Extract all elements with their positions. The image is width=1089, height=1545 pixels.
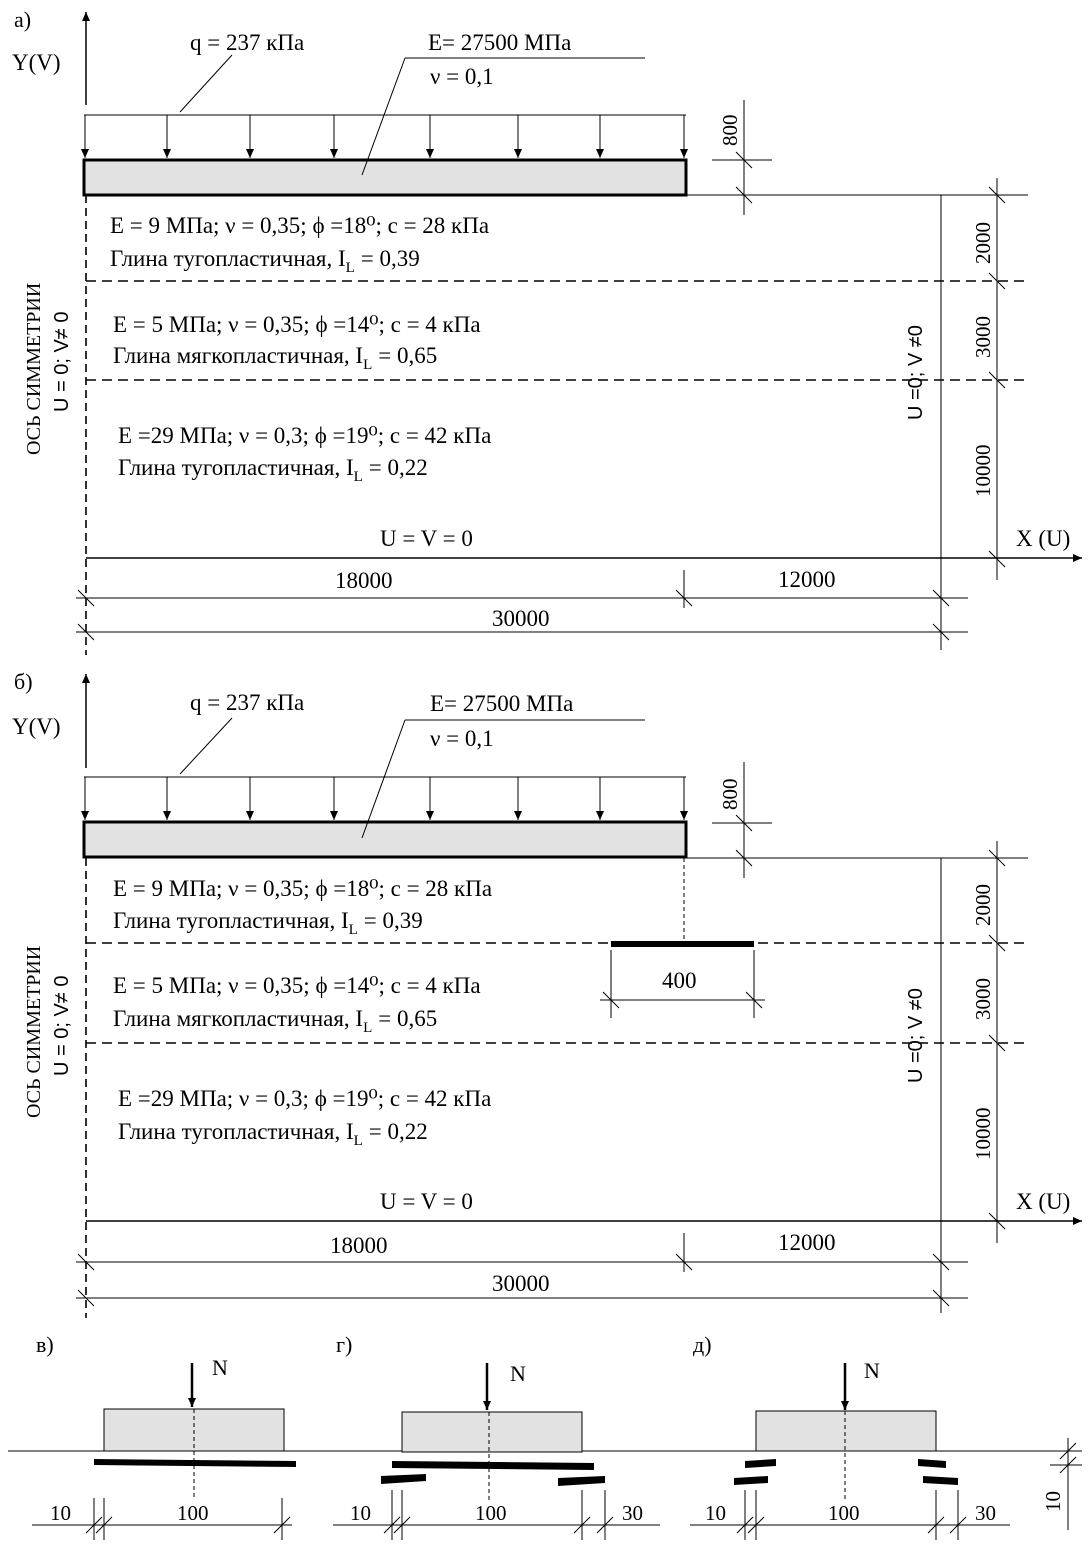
slab-thickness-dim [712,100,772,215]
bottom-boundary-condition: U = V = 0 [380,526,473,551]
detail-dims [690,1490,1010,1540]
right-boundary-condition: U =0; V ≠0 [905,325,927,420]
slab-thickness: 800 [718,115,742,147]
dim-left: 10 [50,1501,71,1525]
dim-total: 30000 [492,606,550,631]
dim-left: 10 [350,1501,371,1525]
layer-2-thickness: 3000 [971,978,995,1020]
layer-1-props: E = 9 МПа; ν = 0,35; ϕ =18⁰; c = 28 кПа [110,213,489,238]
reinforcement-right-lower [923,1476,958,1485]
layer-3-thickness: 10000 [971,1108,995,1161]
vertical-gap-dim [1050,1438,1082,1530]
dim-mid: 100 [177,1501,209,1525]
dim-slab-width: 18000 [335,568,393,593]
dim-right: 30 [622,1501,643,1525]
y-axis-label: Y(V) [12,714,61,739]
detail-v: в) N 10 100 [32,1332,296,1540]
dim-right: 30 [975,1501,996,1525]
slab [82,820,688,859]
y-axis-label: Y(V) [12,50,61,75]
layer-2-name: Глина мягкопластичная, IL = 0,65 [113,1006,437,1036]
layer-1-thickness: 2000 [971,222,995,264]
dim-rest: 12000 [778,567,836,592]
layer-1-name: Глина тугопластичная, IL = 0,39 [110,246,420,276]
dim-mid: 100 [475,1501,507,1525]
layer-3-thickness: 10000 [971,445,995,498]
load-label: q = 237 кПа [190,30,304,55]
detail-letter: г) [336,1332,352,1357]
load-arrows [81,115,688,158]
slab-thickness-dim [712,762,772,878]
layer-1-props: E = 9 МПа; ν = 0,35; ϕ =18⁰; c = 28 кПа [113,876,492,901]
reinforcement-left-lower [734,1476,768,1485]
left-boundary-condition: U = 0; V≠ 0 [51,976,73,1076]
reinforcement-left-upper [745,1459,776,1468]
load-leader [179,54,233,113]
slab-modulus: E= 27500 МПа [428,30,571,55]
layer-3-name: Глина тугопластичная, IL = 0,22 [118,455,428,485]
layer-2-thickness: 3000 [971,316,995,358]
reinforcement-layer-2-left [381,1474,426,1484]
vertical-gap-value: 10 [1041,1491,1065,1512]
horizontal-dims [76,1233,968,1307]
reinforcement-layer-2-right [558,1476,605,1486]
reinforcement-width: 400 [662,968,697,993]
symmetry-axis-label: ОСЬ СИММЕТРИИ [23,946,45,1118]
layer-3-name: Глина тугопластичная, IL = 0,22 [118,1119,428,1149]
slab-poisson: ν = 0,1 [430,726,494,751]
detail-g: г) N 10 100 30 [333,1332,660,1540]
force-label: N [864,1358,880,1383]
reinforcement-strip [611,941,754,947]
reinforcement-right-upper [918,1459,946,1468]
load-arrows [81,777,688,820]
slab [82,158,688,197]
slab-thickness: 800 [718,779,742,811]
layer-3-props: E =29 МПа; ν = 0,3; ϕ =19⁰; c = 42 кПа [118,423,491,448]
symmetry-axis-label: ОСЬ СИММЕТРИИ [23,283,45,455]
force-label: N [212,1355,228,1380]
layer-2-name: Глина мягкопластичная, IL = 0,65 [113,343,437,373]
reinforcement-layer-1 [392,1461,594,1470]
bottom-boundary-condition: U = V = 0 [380,1189,473,1214]
layer-2-props: E = 5 МПа; ν = 0,35; ϕ =14⁰; c = 4 кПа [113,312,481,337]
slab-poisson: ν = 0,1 [430,64,494,89]
dim-rest: 12000 [778,1230,836,1255]
foundation-block [755,1410,937,1452]
panel-letter: а) [14,7,31,32]
layer-3-props: E =29 МПа; ν = 0,3; ϕ =19⁰; c = 42 кПа [118,1086,491,1111]
dim-left: 10 [705,1501,726,1525]
reinforcement-dim [600,950,765,1018]
detail-d: д) N 10 100 30 [690,1332,1010,1540]
dim-total: 30000 [492,1271,550,1296]
slab-leader [361,719,406,839]
right-boundary-condition: U =0; V ≠0 [905,988,927,1083]
x-axis-label: X (U) [1016,526,1070,551]
layer-thickness-dims [988,178,1006,580]
detail-dims [32,1498,292,1540]
slab-modulus: E= 27500 МПа [430,691,573,716]
panel-b: б) Y(V) q = 237 кПа E= 27500 МПа ν = 0,1… [12,669,1082,1318]
panel-a: а) Y(V) q = 237 кПа E= 27500 МПа ν = 0,1 [12,7,1082,655]
dim-mid: 100 [828,1501,860,1525]
force-label: N [510,1361,526,1386]
detail-dims [333,1490,660,1540]
x-axis-label: X (U) [1016,1189,1070,1214]
detail-letter: д) [693,1332,712,1357]
load-leader [179,717,233,775]
layer-1-thickness: 2000 [971,884,995,926]
layer-1-name: Глина тугопластичная, IL = 0,39 [113,908,423,938]
left-boundary-condition: U = 0; V≠ 0 [51,312,73,412]
layer-2-props: E = 5 МПа; ν = 0,35; ϕ =14⁰; c = 4 кПа [113,973,481,998]
load-label: q = 237 кПа [190,690,304,715]
foundation-block [401,1411,583,1453]
slab-leader [361,57,406,176]
reinforcement-layer [94,1459,296,1467]
detail-letter: в) [36,1332,54,1357]
panel-letter: б) [14,669,33,694]
horizontal-dims [76,570,968,641]
dim-slab-width: 18000 [330,1233,388,1258]
